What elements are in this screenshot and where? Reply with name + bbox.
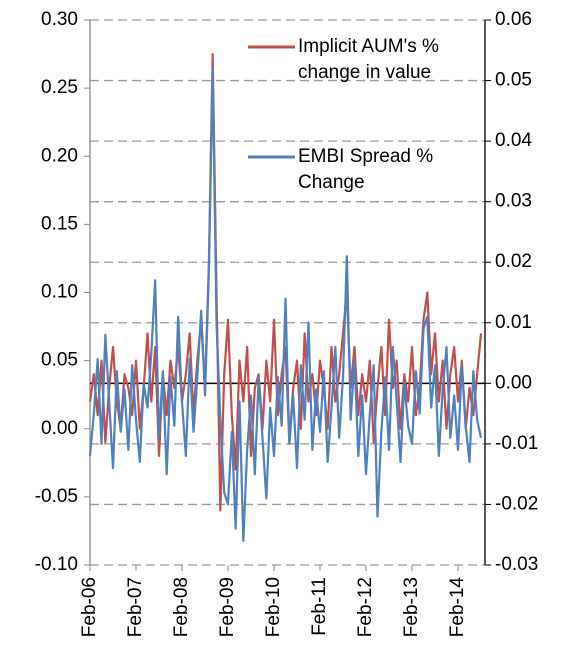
x-tick-label: Feb-14 [447,577,468,638]
y-tick-label: 0.30 [41,9,78,30]
y2-tick-label: -0.01 [495,433,538,454]
legend-label: Implicit AUM's % change in value [298,36,439,83]
y2-tick-label: -0.02 [495,493,538,514]
x-tick-label: Feb-11 [309,577,330,636]
series-line [88,52,483,512]
x-tick-label: Feb-07 [125,577,146,637]
y-tick-label: -0.10 [35,554,78,575]
y2-tick-label: 0.01 [495,312,532,333]
x-tick-label: Feb-09 [217,577,238,637]
legend-label: EMBI Spread % Change [298,146,434,193]
y-tick-label: 0.15 [41,213,78,234]
x-tick-label: Feb-12 [355,577,376,637]
y-tick-label: -0.05 [35,486,78,507]
y-tick-label: 0.10 [41,282,78,303]
y2-tick-label: 0.04 [495,130,532,151]
y2-tick-label: -0.03 [495,554,538,575]
y2-tick-label: 0.00 [495,372,532,393]
y-tick-label: 0.20 [41,145,78,166]
y2-tick-label: 0.05 [495,70,532,91]
y-tick-label: 0.00 [41,418,78,439]
y-tick-label: 0.25 [41,77,78,98]
y2-tick-label: 0.06 [495,9,532,30]
x-tick-label: Feb-10 [263,577,284,637]
series-line [88,67,483,542]
x-tick-label: Feb-13 [401,577,422,637]
y2-tick-label: 0.03 [495,191,532,212]
x-tick-label: Feb-06 [79,577,100,637]
y2-tick-label: 0.02 [495,251,532,272]
y-tick-label: 0.05 [41,350,78,371]
x-tick-label: Feb-08 [171,577,192,637]
